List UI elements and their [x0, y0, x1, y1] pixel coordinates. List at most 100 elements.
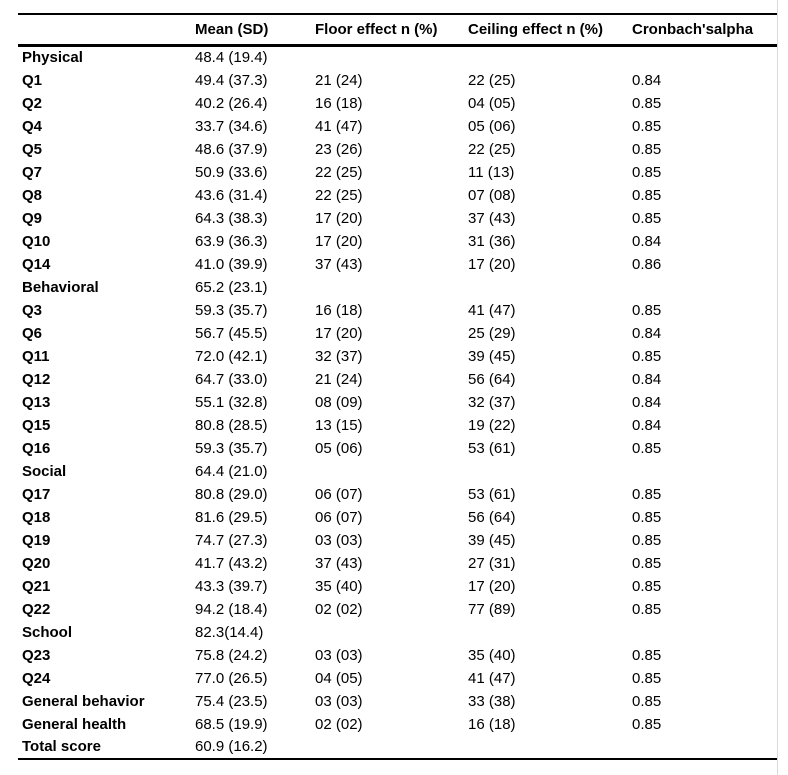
mean-sd-cell: 81.6 (29.5) — [195, 508, 268, 526]
floor-effect-cell: 37 (43) — [315, 554, 363, 572]
row-label: Q8 — [22, 186, 43, 204]
floor-effect-cell: 02 (02) — [315, 600, 363, 618]
ceiling-effect-cell: 35 (40) — [468, 646, 516, 664]
floor-effect-cell: 06 (07) — [315, 485, 363, 503]
mean-sd-cell: 75.8 (24.2) — [195, 646, 268, 664]
table-row: School 82.3(14.4) — [18, 621, 777, 644]
table-row: Q3 59.3 (35.7) 16 (18) 41 (47) 0.85 — [18, 299, 777, 322]
mean-sd-cell: 59.3 (35.7) — [195, 301, 268, 319]
row-label: General health — [22, 715, 127, 733]
mean-sd-cell: 48.4 (19.4) — [195, 49, 268, 67]
floor-effect-cell — [315, 621, 468, 644]
floor-effect-cell: 02 (02) — [315, 715, 363, 733]
ceiling-effect-cell: 53 (61) — [468, 439, 516, 457]
ceiling-effect-cell: 22 (25) — [468, 71, 516, 89]
row-label: Behavioral — [22, 278, 99, 296]
row-label: Q7 — [22, 163, 43, 181]
table-row: Q1 49.4 (37.3) 21 (24) 22 (25) 0.84 — [18, 69, 777, 92]
mean-sd-cell: 50.9 (33.6) — [195, 163, 268, 181]
mean-sd-cell: 77.0 (26.5) — [195, 669, 268, 687]
cronbach-alpha-cell: 0.84 — [632, 370, 662, 388]
table-row: Q22 94.2 (18.4) 02 (02) 77 (89) 0.85 — [18, 598, 777, 621]
floor-effect-cell: 41 (47) — [315, 117, 363, 135]
floor-effect-cell: 22 (25) — [315, 163, 363, 181]
cronbach-alpha-cell: 0.86 — [632, 255, 662, 273]
floor-effect-cell: 35 (40) — [315, 577, 363, 595]
ceiling-effect-cell — [468, 46, 632, 69]
column-header-floor: Floor effect n (%) — [315, 21, 438, 38]
cronbach-alpha-cell: 0.85 — [632, 140, 662, 158]
cronbach-alpha-cell: 0.85 — [632, 209, 662, 227]
cronbach-alpha-cell: 0.84 — [632, 324, 662, 342]
mean-sd-cell: 43.3 (39.7) — [195, 577, 268, 595]
ceiling-effect-cell: 16 (18) — [468, 715, 516, 733]
table-row: Physical 48.4 (19.4) — [18, 46, 777, 69]
floor-effect-cell: 17 (20) — [315, 324, 363, 342]
row-label: Q23 — [22, 646, 51, 664]
table-row: Q19 74.7 (27.3) 03 (03) 39 (45) 0.85 — [18, 529, 777, 552]
row-label: Q9 — [22, 209, 43, 227]
ceiling-effect-cell: 11 (13) — [468, 163, 515, 181]
mean-sd-cell: 49.4 (37.3) — [195, 71, 268, 89]
ceiling-effect-cell: 77 (89) — [468, 600, 516, 618]
ceiling-effect-cell: 19 (22) — [468, 416, 516, 434]
floor-effect-cell: 16 (18) — [315, 301, 363, 319]
table-row: Q24 77.0 (26.5) 04 (05) 41 (47) 0.85 — [18, 667, 777, 690]
mean-sd-cell: 80.8 (29.0) — [195, 485, 268, 503]
floor-effect-cell: 32 (37) — [315, 347, 363, 365]
row-label: Q17 — [22, 485, 51, 503]
cronbach-alpha-cell: 0.85 — [632, 94, 662, 112]
table-row: Q7 50.9 (33.6) 22 (25) 11 (13) 0.85 — [18, 161, 777, 184]
cronbach-alpha-cell: 0.85 — [632, 508, 662, 526]
header-row: Mean (SD) Floor effect n (%) Ceiling eff… — [18, 14, 777, 46]
row-label: Q5 — [22, 140, 43, 158]
floor-effect-cell: 21 (24) — [315, 71, 363, 89]
cronbach-alpha-cell: 0.84 — [632, 71, 662, 89]
table-row: Q18 81.6 (29.5) 06 (07) 56 (64) 0.85 — [18, 506, 777, 529]
floor-effect-cell: 17 (20) — [315, 209, 363, 227]
row-label: Q2 — [22, 94, 43, 112]
mean-sd-cell: 64.7 (33.0) — [195, 370, 268, 388]
floor-effect-cell: 03 (03) — [315, 646, 363, 664]
cronbach-alpha-cell: 0.85 — [632, 577, 662, 595]
mean-sd-cell: 64.3 (38.3) — [195, 209, 268, 227]
cronbach-alpha-cell: 0.84 — [632, 393, 662, 411]
table-row: Behavioral 65.2 (23.1) — [18, 276, 777, 299]
cronbach-alpha-cell: 0.85 — [632, 439, 662, 457]
mean-sd-cell: 41.0 (39.9) — [195, 255, 268, 273]
cronbach-alpha-cell: 0.85 — [632, 117, 662, 135]
ceiling-effect-cell — [468, 460, 632, 483]
cronbach-alpha-cell — [632, 460, 777, 483]
floor-effect-cell: 04 (05) — [315, 669, 363, 687]
cronbach-alpha-cell: 0.85 — [632, 692, 662, 710]
cronbach-alpha-cell: 0.85 — [632, 186, 662, 204]
mean-sd-cell: 64.4 (21.0) — [195, 462, 268, 480]
table-row: Q20 41.7 (43.2) 37 (43) 27 (31) 0.85 — [18, 552, 777, 575]
mean-sd-cell: 94.2 (18.4) — [195, 600, 268, 618]
ceiling-effect-cell: 05 (06) — [468, 117, 516, 135]
table-row: Social 64.4 (21.0) — [18, 460, 777, 483]
mean-sd-cell: 41.7 (43.2) — [195, 554, 268, 572]
mean-sd-cell: 55.1 (32.8) — [195, 393, 268, 411]
row-label: Q20 — [22, 554, 51, 572]
floor-effect-cell — [315, 46, 468, 69]
row-label: Q13 — [22, 393, 51, 411]
row-label: Q3 — [22, 301, 43, 319]
cronbach-alpha-cell: 0.85 — [632, 301, 662, 319]
table-row: Q16 59.3 (35.7) 05 (06) 53 (61) 0.85 — [18, 437, 777, 460]
row-label: Q6 — [22, 324, 43, 342]
column-header-mean-sd: Mean (SD) — [195, 21, 269, 38]
row-label: Q12 — [22, 370, 51, 388]
cronbach-alpha-cell: 0.85 — [632, 715, 662, 733]
psychometrics-table: Mean (SD) Floor effect n (%) Ceiling eff… — [18, 13, 777, 760]
floor-effect-cell — [315, 276, 468, 299]
floor-effect-cell — [315, 736, 468, 759]
column-header-item — [18, 14, 195, 46]
ceiling-effect-cell: 39 (45) — [468, 531, 516, 549]
cronbach-alpha-cell: 0.84 — [632, 416, 662, 434]
ceiling-effect-cell: 31 (36) — [468, 232, 516, 250]
table-row: Q14 41.0 (39.9) 37 (43) 17 (20) 0.86 — [18, 253, 777, 276]
floor-effect-cell — [315, 460, 468, 483]
ceiling-effect-cell: 37 (43) — [468, 209, 516, 227]
ceiling-effect-cell — [468, 621, 632, 644]
